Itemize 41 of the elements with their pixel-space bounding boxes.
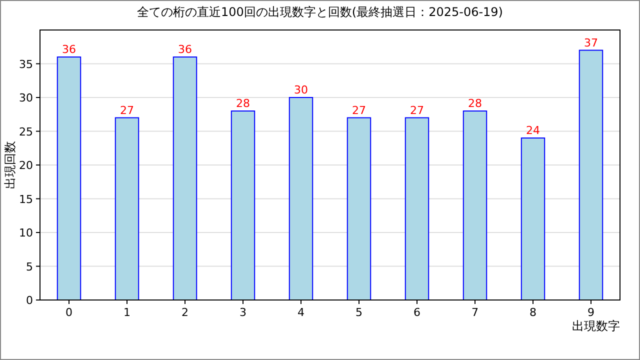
- x-tick-label: 6: [414, 306, 420, 319]
- bar: [346, 117, 372, 300]
- y-tick-label: 25: [19, 125, 33, 138]
- x-tick-label: 0: [66, 306, 72, 319]
- y-tick-label: 20: [19, 159, 33, 172]
- x-tick-label: 7: [472, 306, 478, 319]
- data-label: 36: [178, 43, 192, 56]
- bar: [578, 50, 604, 300]
- x-tick-label: 9: [588, 306, 594, 319]
- x-tick-label: 1: [124, 306, 130, 319]
- y-axis-title: 出現回数: [3, 141, 17, 189]
- bar: [114, 117, 140, 300]
- bar: [230, 110, 256, 300]
- data-label: 27: [120, 104, 134, 117]
- data-label: 24: [526, 124, 540, 137]
- chart-title: 全ての桁の直近100回の出現数字と回数(最終抽選日：2025-06-19): [136, 5, 504, 19]
- bar: [462, 110, 488, 300]
- bar: [520, 138, 546, 300]
- y-tick-label: 15: [19, 192, 33, 206]
- x-tick-label: 5: [356, 306, 362, 319]
- x-tick-label: 3: [240, 306, 246, 319]
- x-tick-label: 8: [530, 306, 536, 319]
- data-label: 27: [352, 104, 366, 117]
- bar: [404, 117, 430, 300]
- y-tick-label: 5: [26, 260, 33, 274]
- data-label: 30: [294, 84, 308, 96]
- bar: [288, 97, 314, 300]
- data-label: 28: [236, 97, 250, 110]
- data-label: 27: [410, 104, 424, 117]
- data-label: 28: [468, 97, 482, 110]
- bar: [172, 56, 198, 300]
- data-label: 36: [62, 43, 76, 56]
- y-tick-label: 0: [26, 294, 33, 307]
- y-tick-label: 35: [19, 58, 33, 71]
- bar: [56, 56, 82, 300]
- data-label: 37: [584, 36, 598, 50]
- y-tick-label: 10: [19, 226, 33, 240]
- y-tick-label: 30: [19, 92, 33, 104]
- x-tick-label: 4: [298, 306, 304, 319]
- x-axis-title: 出現数字: [572, 319, 620, 333]
- x-tick-label: 2: [182, 306, 188, 319]
